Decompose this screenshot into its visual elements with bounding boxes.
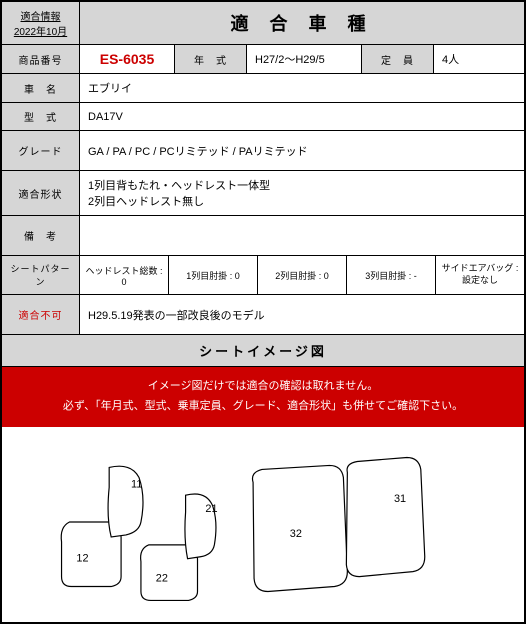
- pattern-c5: サイドエアバッグ : 設定なし: [436, 256, 524, 294]
- pattern-c3: 2列目肘掛 : 0: [258, 256, 347, 294]
- spec-sheet: 適合情報 2022年10月 適 合 車 種 商品番号 ES-6035 年 式 H…: [0, 0, 526, 624]
- header-row: 適合情報 2022年10月 適 合 車 種: [2, 2, 524, 45]
- info-label: 適合情報: [21, 8, 61, 23]
- product-label: 商品番号: [2, 45, 80, 73]
- incompat-value: H29.5.19発表の一部改良後のモデル: [80, 295, 524, 334]
- year-value: H27/2～H29/5: [247, 45, 362, 73]
- year-label: 年 式: [175, 45, 247, 73]
- label-22: 22: [156, 572, 168, 584]
- note-value: [80, 216, 524, 255]
- label-31: 31: [394, 493, 406, 505]
- label-12: 12: [76, 552, 88, 564]
- pattern-label: シートパターン: [2, 256, 80, 294]
- product-value: ES-6035: [80, 45, 175, 73]
- note-label: 備 考: [2, 216, 80, 255]
- label-11: 11: [131, 478, 142, 490]
- incompat-row: 適合不可 H29.5.19発表の一部改良後のモデル: [2, 295, 524, 335]
- pattern-row: シートパターン ヘッドレスト総数 : 0 1列目肘掛 : 0 2列目肘掛 : 0…: [2, 256, 524, 295]
- pattern-c4: 3列目肘掛 : -: [347, 256, 436, 294]
- shape-line1: 1列目背もたれ・ヘッドレスト一体型: [88, 177, 270, 193]
- warning-banner: イメージ図だけでは適合の確認は取れません。 必ず、「年月式、型式、乗車定員、グレ…: [2, 367, 524, 427]
- pattern-c1: ヘッドレスト総数 : 0: [80, 256, 169, 294]
- pattern-c2: 1列目肘掛 : 0: [169, 256, 258, 294]
- label-21: 21: [205, 503, 217, 515]
- seat-diagram: 11 12 21 22 31 32: [2, 427, 524, 622]
- seat-11: [108, 466, 143, 537]
- image-section-title: シートイメージ図: [2, 335, 524, 367]
- name-row: 車 名 エブリイ: [2, 74, 524, 103]
- header-title: 適 合 車 種: [80, 2, 524, 44]
- info-date: 2022年10月: [14, 23, 67, 38]
- grade-row: グレード GA / PA / PC / PCリミテッド / PAリミテッド: [2, 131, 524, 171]
- capacity-label: 定 員: [362, 45, 434, 73]
- seat-svg: 11 12 21 22 31 32: [2, 427, 524, 622]
- model-label: 型 式: [2, 103, 80, 130]
- capacity-value: 4人: [434, 45, 524, 73]
- name-label: 車 名: [2, 74, 80, 102]
- banner-line1: イメージ図だけでは適合の確認は取れません。: [10, 377, 516, 397]
- shape-row: 適合形状 1列目背もたれ・ヘッドレスト一体型 2列目ヘッドレスト無し: [2, 171, 524, 216]
- seat-31: [346, 457, 424, 576]
- grade-label: グレード: [2, 131, 80, 170]
- model-row: 型 式 DA17V: [2, 103, 524, 131]
- label-32: 32: [290, 527, 302, 539]
- shape-value: 1列目背もたれ・ヘッドレスト一体型 2列目ヘッドレスト無し: [80, 171, 524, 215]
- note-row: 備 考: [2, 216, 524, 256]
- incompat-label: 適合不可: [2, 295, 80, 334]
- grade-value: GA / PA / PC / PCリミテッド / PAリミテッド: [80, 131, 524, 170]
- header-info: 適合情報 2022年10月: [2, 2, 80, 44]
- product-number: ES-6035: [100, 51, 154, 67]
- product-row: 商品番号 ES-6035 年 式 H27/2～H29/5 定 員 4人: [2, 45, 524, 74]
- shape-line2: 2列目ヘッドレスト無し: [88, 193, 204, 209]
- shape-label: 適合形状: [2, 171, 80, 215]
- banner-line2: 必ず、「年月式、型式、乗車定員、グレード、適合形状」も併せてご確認下さい。: [10, 397, 516, 417]
- model-value: DA17V: [80, 103, 524, 130]
- name-value: エブリイ: [80, 74, 524, 102]
